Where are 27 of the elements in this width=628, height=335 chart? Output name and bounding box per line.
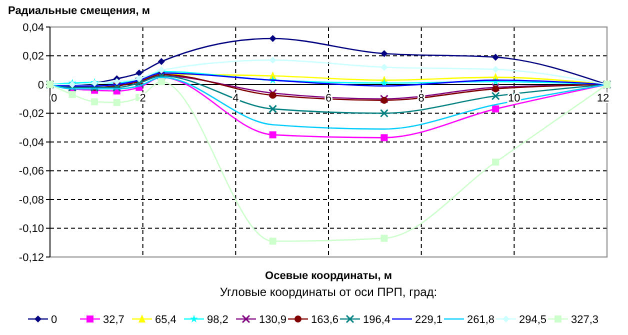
x-tick-label: 2 bbox=[140, 92, 146, 104]
legend-label: 261,8 bbox=[467, 314, 495, 326]
legend-title: Угловые координаты от оси ПРП, град: bbox=[220, 285, 438, 299]
legend-label: 0 bbox=[51, 314, 58, 326]
y-tick-label: -0,12 bbox=[18, 252, 44, 264]
y-tick-label: -0,10 bbox=[18, 223, 44, 236]
y-tick-label: -0,08 bbox=[18, 194, 44, 206]
x-axis-title: Осевые координаты, м bbox=[265, 270, 392, 282]
x-tick-label: 12 bbox=[596, 92, 610, 104]
y-tick-label: -0,02 bbox=[18, 108, 44, 120]
x-tick-label: 0 bbox=[50, 92, 58, 104]
y-tick-label: -0,04 bbox=[18, 136, 44, 149]
y-tick-label: 0,02 bbox=[22, 50, 44, 63]
y-tick-label: 0,04 bbox=[22, 22, 44, 34]
y-tick-label: 0 bbox=[38, 79, 44, 92]
legend-label: 163,6 bbox=[311, 314, 339, 326]
y-tick-label: -0,06 bbox=[18, 166, 44, 178]
legend-label: 130,9 bbox=[259, 314, 287, 326]
legend-label: 65,4 bbox=[155, 314, 176, 326]
legend-label: 196,4 bbox=[363, 314, 391, 326]
x-tick-label: 8 bbox=[418, 92, 424, 104]
legend-label: 229,1 bbox=[415, 314, 443, 326]
legend-label: 294,5 bbox=[519, 314, 547, 326]
legend-label: 98,2 bbox=[207, 314, 228, 326]
legend-label: 327,3 bbox=[571, 314, 599, 326]
y-axis-title: Радиальные смещения, м bbox=[8, 5, 150, 17]
legend-label: 32,7 bbox=[103, 314, 124, 326]
